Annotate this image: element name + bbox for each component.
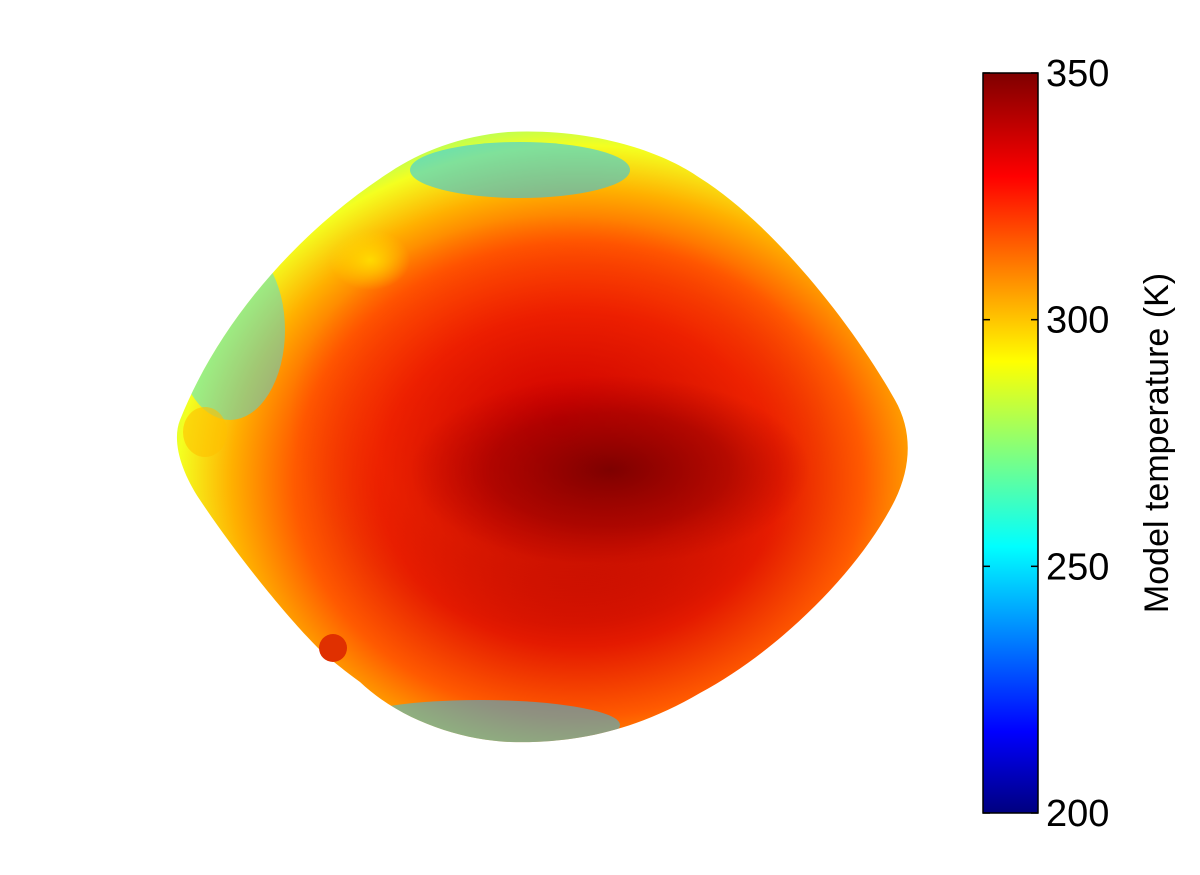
asteroid-temperature-map <box>176 131 908 743</box>
boulder-spot <box>319 634 347 662</box>
colorbar-tick-label: 200 <box>1046 793 1109 835</box>
colorbar-ticks: 350 300 250 200 <box>983 53 1109 835</box>
colorbar-tick-label: 350 <box>1046 53 1109 95</box>
colorbar-tick-label: 250 <box>1046 546 1109 588</box>
colorbar-tick-label: 300 <box>1046 300 1109 342</box>
colorbar-label: Model temperature (K) <box>1138 273 1176 613</box>
colorbar-gradient <box>982 72 1039 814</box>
colorbar: 350 300 250 200 Model temperature (K) <box>982 53 1176 835</box>
